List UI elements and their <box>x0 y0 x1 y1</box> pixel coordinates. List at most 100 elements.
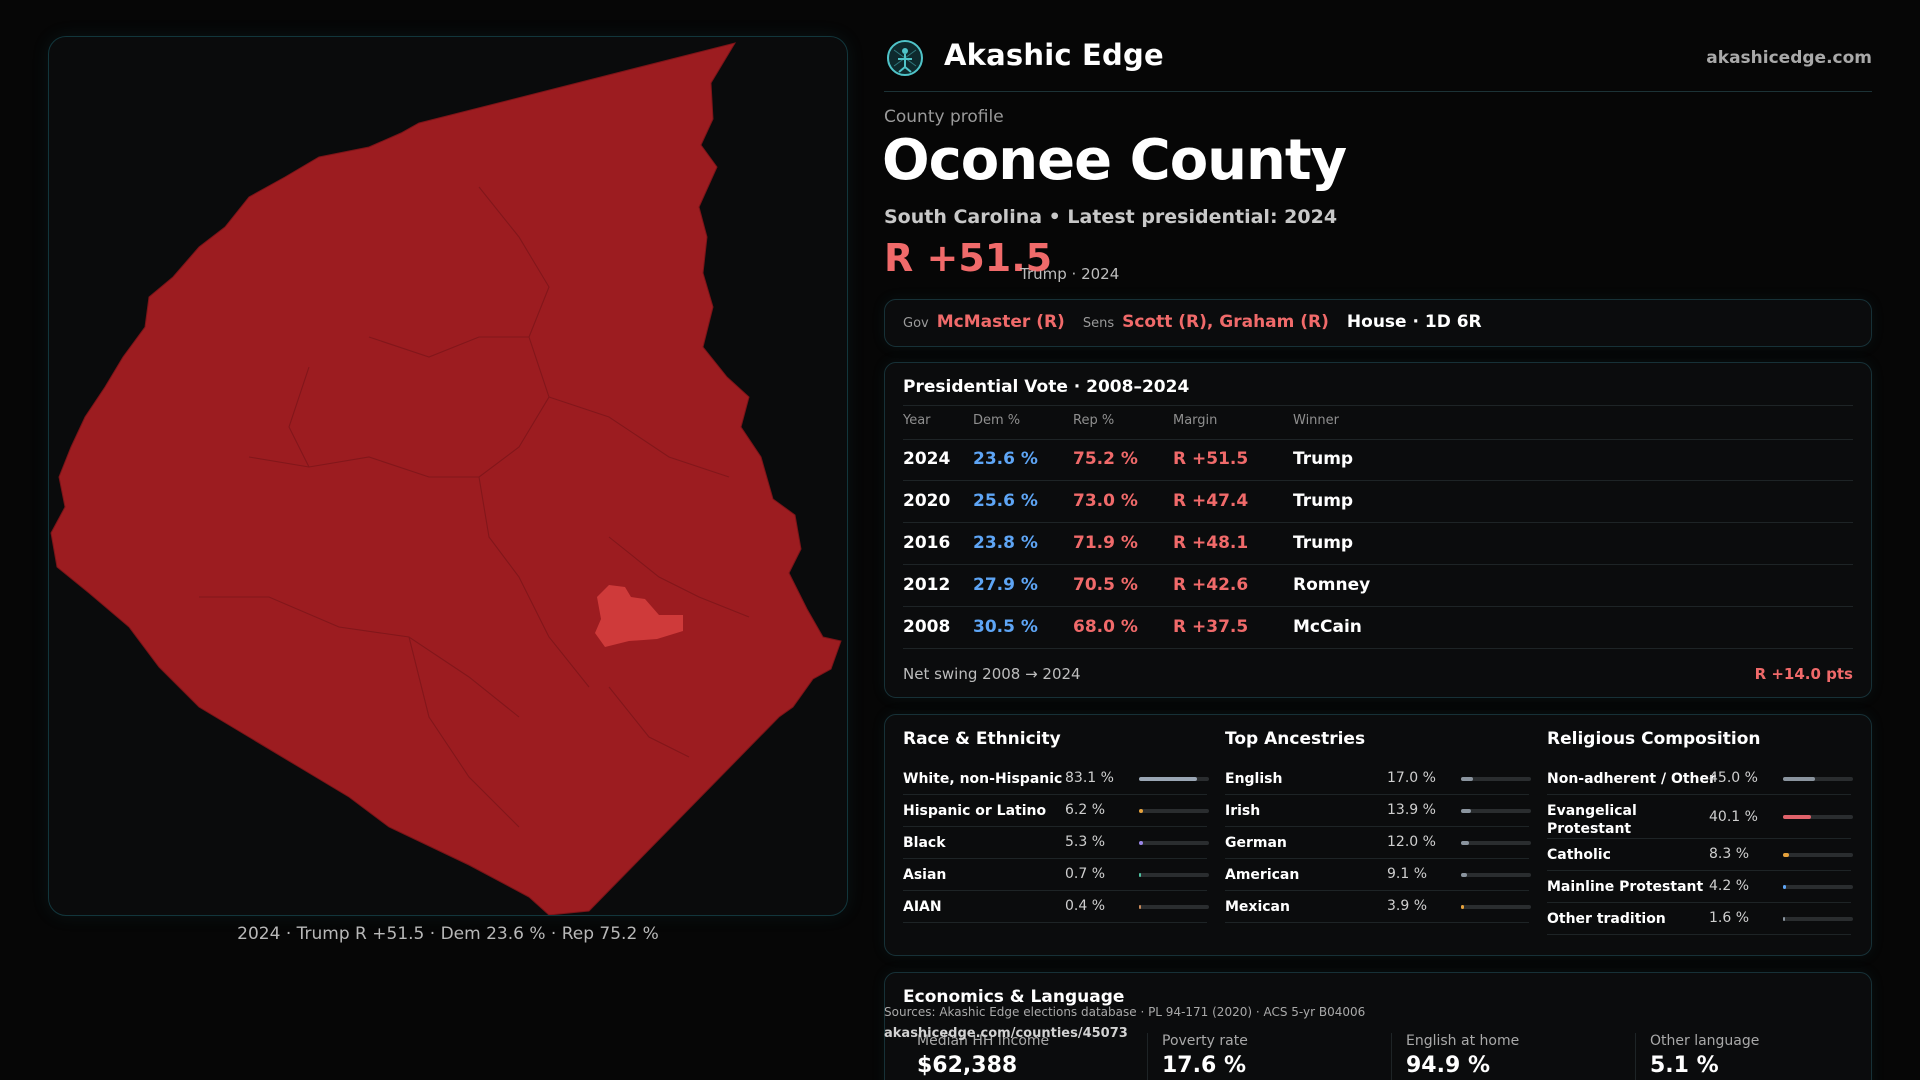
presidential-vote-title: Presidential Vote · 2008–2024 <box>903 377 1190 397</box>
presidential-vote-card: Presidential Vote · 2008–2024 Year Dem %… <box>884 362 1872 698</box>
demographic-name: Mainline Protestant <box>1547 879 1704 895</box>
demographic-bar-track <box>1783 853 1853 857</box>
demographic-row[interactable]: Irish 13.9 % <box>1225 795 1531 827</box>
economics-language-card: Economics & Language Median HH income $6… <box>884 972 1872 1080</box>
demographic-name: Evangelical Protestant <box>1547 803 1637 837</box>
demographic-name: Catholic <box>1547 847 1611 863</box>
demographics-card: Race & Ethnicity White, non-Hispanic 83.1… <box>884 714 1872 956</box>
demographic-bar-fill <box>1461 809 1471 813</box>
county-map[interactable] <box>49 37 848 916</box>
demographic-bar-track <box>1461 809 1531 813</box>
house-value: House · 1D 6R <box>1346 312 1482 332</box>
demographic-row[interactable]: Evangelical Protestant 40.1 % <box>1547 795 1853 839</box>
demographic-bar-fill <box>1783 853 1789 857</box>
demographic-row[interactable]: Mainline Protestant 4.2 % <box>1547 871 1853 903</box>
demographic-bar-fill <box>1783 777 1815 781</box>
demographic-row[interactable]: AIAN 0.4 % <box>903 891 1209 923</box>
demographic-bar-fill <box>1783 815 1812 819</box>
demographic-row[interactable]: Black 5.3 % <box>903 827 1209 859</box>
demographic-bar-track <box>1783 815 1853 819</box>
cell-winner: Romney <box>1293 575 1371 595</box>
demographic-bar-fill <box>1139 873 1141 877</box>
demographic-percent: 4.2 % <box>1709 878 1750 894</box>
cell-rep: 73.0 % <box>1073 491 1138 511</box>
stat-label: Other language <box>1650 1033 1760 1049</box>
divider <box>903 405 1853 406</box>
demographic-row[interactable]: White, non-Hispanic 83.1 % <box>903 763 1209 795</box>
demographic-bar-fill <box>1461 905 1464 909</box>
demographic-percent: 0.4 % <box>1065 898 1106 914</box>
stat-label: Median HH income <box>917 1033 1050 1049</box>
brand-name[interactable]: Akashic Edge <box>944 38 1164 72</box>
demographic-name: AIAN <box>903 899 942 915</box>
stat-english-at-home: English at home 94.9 % <box>1391 1033 1627 1080</box>
sens-label: Sens <box>1082 316 1115 331</box>
gov-label: Gov <box>903 316 929 331</box>
county-subdivisions <box>199 186 750 828</box>
headline-margin: R +51.5 <box>884 236 1053 280</box>
demographic-percent: 8.3 % <box>1709 846 1750 862</box>
demographic-name: Other tradition <box>1547 911 1666 927</box>
page-title: Oconee County <box>882 128 1347 193</box>
stat-median-income: Median HH income $62,388 <box>903 1033 1139 1080</box>
county-map-panel[interactable] <box>48 36 848 916</box>
cell-winner: Trump <box>1293 533 1354 553</box>
demographic-bar-track <box>1461 905 1531 909</box>
race-ethnicity-title: Race & Ethnicity <box>903 729 1061 749</box>
source-url-link[interactable]: akashicedge.com/counties/45073 <box>884 1026 1128 1041</box>
demographic-row[interactable]: Other tradition 1.6 % <box>1547 903 1853 935</box>
demographic-bar-fill <box>1461 841 1470 845</box>
stat-label: Poverty rate <box>1162 1033 1248 1049</box>
stat-value: $62,388 <box>917 1053 1018 1078</box>
race-ethnicity-section: Race & Ethnicity White, non-Hispanic 83.1… <box>903 715 1209 957</box>
demographic-bar-fill <box>1461 777 1473 781</box>
table-row[interactable]: 2012 27.9 % 70.5 % R +42.6 Romney <box>903 566 1853 607</box>
demographic-bar-track <box>1139 777 1209 781</box>
demographic-percent: 5.3 % <box>1065 834 1106 850</box>
demographic-percent: 40.1 % <box>1709 809 1758 825</box>
demographic-percent: 6.2 % <box>1065 802 1106 818</box>
officials-row: Gov McMaster (R) Sens Scott (R), Graham (R)… <box>903 312 1482 332</box>
stat-label: English at home <box>1406 1033 1520 1049</box>
demographic-name: American <box>1225 867 1300 883</box>
demographic-row[interactable]: Catholic 8.3 % <box>1547 839 1853 871</box>
gov-value: McMaster (R) <box>936 312 1065 332</box>
divider <box>903 439 1853 440</box>
table-row[interactable]: 2024 23.6 % 75.2 % R +51.5 Trump <box>903 440 1853 481</box>
cell-rep: 71.9 % <box>1073 533 1138 553</box>
demographic-name: Black <box>903 835 946 851</box>
highlighted-municipality[interactable] <box>595 585 683 647</box>
demographic-percent: 17.0 % <box>1387 770 1436 786</box>
table-row[interactable]: 2020 25.6 % 73.0 % R +47.4 Trump <box>903 482 1853 523</box>
brand-url-link[interactable]: akashicedge.com <box>1706 48 1872 68</box>
cell-winner: Trump <box>1293 491 1354 511</box>
demographic-bar-fill <box>1783 885 1786 889</box>
top-ancestries-section: Top Ancestries English 17.0 % Irish 13.9 % G… <box>1225 715 1531 957</box>
cell-winner: Trump <box>1293 449 1354 469</box>
demographic-row[interactable]: Hispanic or Latino 6.2 % <box>903 795 1209 827</box>
table-row[interactable]: 2016 23.8 % 71.9 % R +48.1 Trump <box>903 524 1853 565</box>
column-header-year: Year <box>903 413 931 428</box>
cell-dem: 27.9 % <box>973 575 1038 595</box>
demographic-row[interactable]: English 17.0 % <box>1225 763 1531 795</box>
sources-note: Sources: Akashic Edge elections database… <box>884 1005 1366 1019</box>
net-swing-label: Net swing 2008 → 2024 <box>903 665 1081 683</box>
sens-value: Scott (R), Graham (R) <box>1122 312 1329 332</box>
demographic-row[interactable]: Asian 0.7 % <box>903 859 1209 891</box>
stat-other-language: Other language 5.1 % <box>1635 1033 1871 1080</box>
demographic-row[interactable]: Mexican 3.9 % <box>1225 891 1531 923</box>
demographic-row[interactable]: German 12.0 % <box>1225 827 1531 859</box>
demographic-bar-fill <box>1139 905 1141 909</box>
demographic-bar-fill <box>1139 809 1144 813</box>
stat-value: 17.6 % <box>1162 1053 1246 1078</box>
demographic-name: Asian <box>903 867 947 883</box>
demographic-row[interactable]: Non-adherent / Other 45.0 % <box>1547 763 1853 795</box>
stat-poverty-rate: Poverty rate 17.6 % <box>1147 1033 1383 1080</box>
county-shape[interactable] <box>50 42 842 915</box>
brand-logo-icon[interactable] <box>886 39 924 77</box>
demographic-name: Hispanic or Latino <box>903 803 1047 819</box>
map-caption: 2024 · Trump R +51.5 · Dem 23.6 % · Rep … <box>237 924 659 944</box>
table-row[interactable]: 2008 30.5 % 68.0 % R +37.5 McCain <box>903 608 1853 649</box>
demographic-row[interactable]: American 9.1 % <box>1225 859 1531 891</box>
cell-dem: 30.5 % <box>973 617 1038 637</box>
